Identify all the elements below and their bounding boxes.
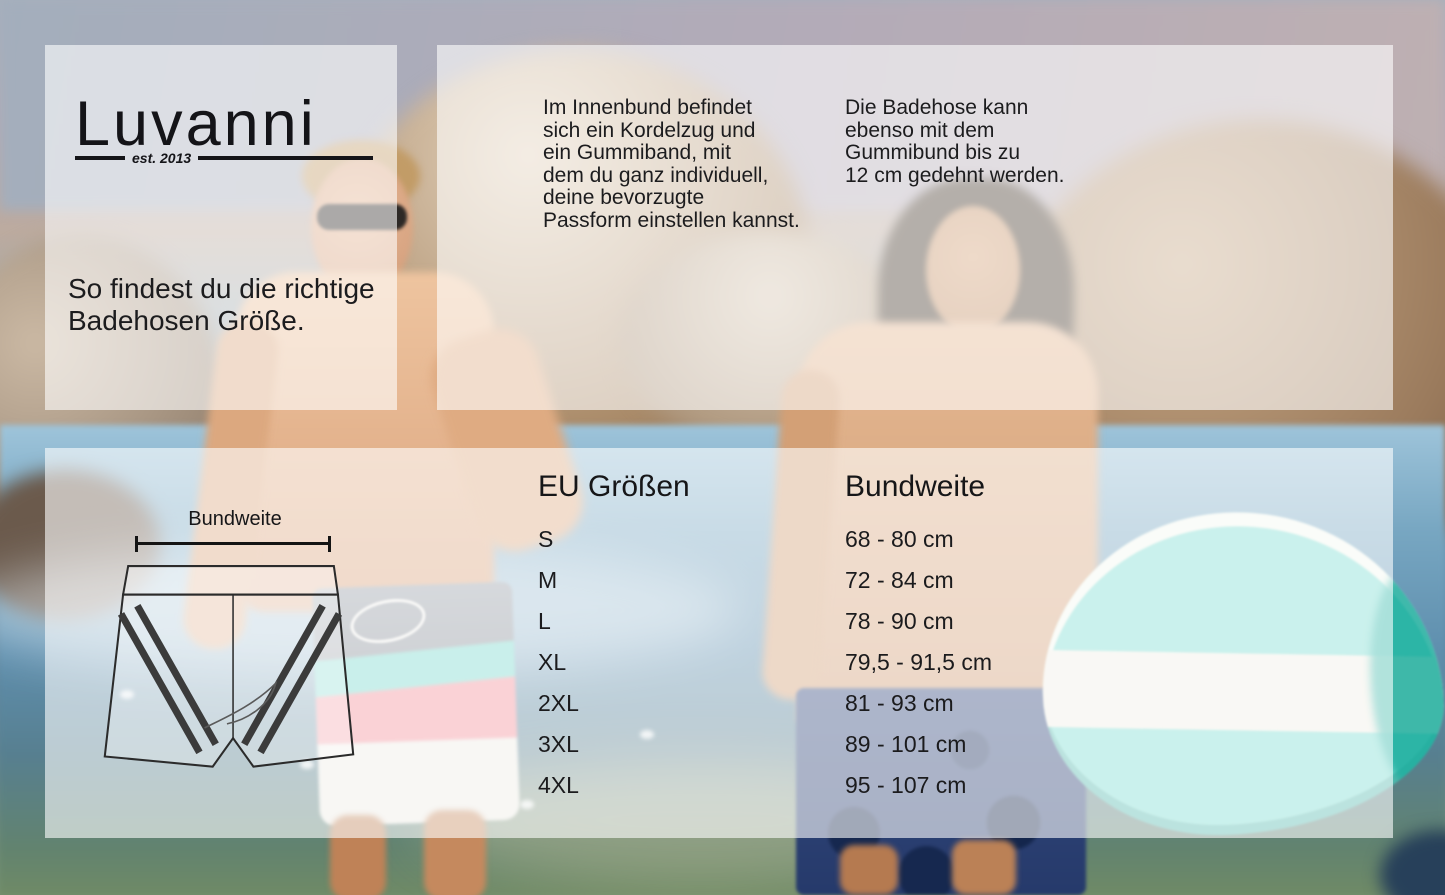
waist-column-header: Bundweite: [845, 469, 986, 503]
man-right-leg: [840, 845, 898, 895]
waist-cell: 79,5 - 91,5 cm: [845, 649, 993, 675]
waist-cell: 68 - 80 cm: [845, 526, 954, 552]
size-cell: 4XL: [538, 772, 579, 798]
size-cell: L: [538, 608, 551, 634]
waist-cell: 81 - 93 cm: [845, 690, 954, 716]
info-paragraph-drawstring: Im Innenbund befindet sich ein Kordelzug…: [543, 96, 800, 232]
logo-underline: est. 2013: [75, 150, 373, 166]
underline-segment: [75, 156, 125, 160]
size-cell: S: [538, 526, 554, 552]
intro-heading: So findest du die richtige Badehosen Grö…: [68, 273, 375, 336]
size-cell: M: [538, 567, 558, 593]
waist-cell: 78 - 90 cm: [845, 608, 954, 634]
shorts-diagram: Bundweite: [100, 503, 370, 813]
brand-name: Luvanni: [75, 89, 317, 159]
size-guide-panel: Bundweite EU Größen Bundweite S 68 - 80 …: [45, 448, 1393, 838]
size-cell: 2XL: [538, 690, 579, 716]
measure-line: [135, 536, 331, 552]
brand-logo: Luvanni est. 2013: [75, 93, 373, 166]
waist-cell: 72 - 84 cm: [845, 567, 954, 593]
waist-cell: 89 - 101 cm: [845, 731, 967, 757]
intro-panel: Luvanni est. 2013 So findest du die rich…: [45, 45, 397, 410]
size-cell: XL: [538, 649, 567, 675]
brand-established: est. 2013: [132, 150, 192, 166]
info-paragraph-stretch: Die Badehose kann ebenso mit dem Gummibu…: [845, 96, 1065, 187]
waist-cell: 95 - 107 cm: [845, 772, 967, 798]
size-column-header: EU Größen: [538, 469, 690, 503]
swim-shorts-drawing: [103, 565, 355, 768]
underline-segment: [198, 156, 373, 160]
size-table: EU Größen Bundweite S 68 - 80 cm M 72 - …: [538, 470, 993, 806]
description-panel: Im Innenbund befindet sich ein Kordelzug…: [437, 45, 1393, 410]
size-cell: 3XL: [538, 731, 579, 757]
man-right-leg: [952, 840, 1016, 895]
measure-label: Bundweite: [188, 508, 282, 530]
